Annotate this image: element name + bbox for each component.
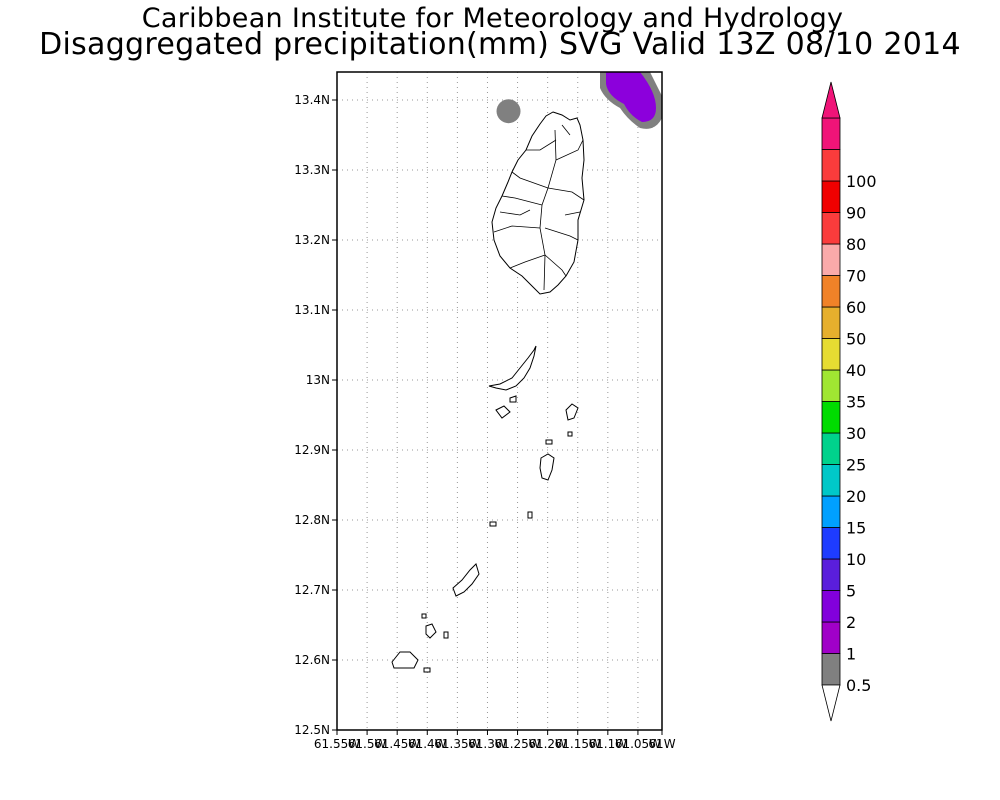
lat-tick-label: 13.4N (294, 93, 330, 107)
colorbar-swatch (821, 558, 841, 591)
lat-tick-label: 12.7N (294, 583, 330, 597)
lat-tick-label: 12.8N (294, 513, 330, 527)
colorbar-label: 0.5 (846, 676, 871, 695)
colorbar-swatch (821, 369, 841, 402)
colorbar-label: 35 (846, 393, 866, 412)
precip-area-purple (606, 72, 656, 122)
lon-tick-label: 61.05W (615, 737, 661, 751)
colorbar-swatch (821, 275, 841, 308)
lon-tick-label: 61.35W (434, 737, 480, 751)
island-union (391, 651, 419, 669)
colorbar-label: 15 (846, 519, 866, 538)
colorbar-swatch (821, 243, 841, 276)
islet-1 (495, 405, 511, 419)
map-frame (336, 71, 663, 731)
colorbar-swatch (821, 653, 841, 686)
chart-subtitle: Disaggregated precipitation(mm) SVG Vali… (39, 27, 961, 62)
colorbar-label: 25 (846, 456, 866, 475)
colorbar-label: 40 (846, 361, 866, 380)
colorbar-under-arrow (821, 684, 841, 722)
islet-8 (421, 613, 427, 619)
axis-ticks: 12.5N 12.6N 12.7N 12.8N 12.9N 13N 13.1N 13.2N 13… (294, 93, 675, 751)
island-petit-st-vincent (423, 667, 431, 673)
island-baliceaux (565, 403, 579, 421)
colorbar-swatch (821, 306, 841, 339)
island-bequia (488, 345, 537, 391)
lon-tick-label: 61W (648, 737, 675, 751)
colorbar-label: 20 (846, 487, 866, 506)
colorbar-label: 30 (846, 424, 866, 443)
colorbar-label: 60 (846, 298, 866, 317)
lat-tick-label: 13.1N (294, 303, 330, 317)
lat-tick-label: 13N (306, 373, 330, 387)
colorbar-swatch (821, 590, 841, 623)
island-mayreau (425, 623, 437, 639)
lon-tick-label: 61.2W (528, 737, 567, 751)
colorbar-swatch (821, 401, 841, 434)
lat-tick-label: 12.5N (294, 723, 330, 737)
islet-7 (443, 631, 449, 639)
lon-tick-label: 61.4W (408, 737, 447, 751)
colorbar-swatch (821, 464, 841, 497)
island-st-vincent (491, 111, 585, 295)
precip-area-gray (496, 99, 521, 124)
colorbar-swatch (821, 338, 841, 371)
islet-5 (545, 439, 553, 445)
colorbar-swatch (821, 212, 841, 245)
lon-tick-label: 61.3W (468, 737, 507, 751)
colorbar-label: 100 (846, 172, 877, 191)
gridlines (337, 72, 662, 730)
lat-tick-label: 13.3N (294, 163, 330, 177)
coastline-layer (391, 111, 585, 673)
colorbar-label: 10 (846, 550, 866, 569)
lon-tick-label: 61.55W (314, 737, 360, 751)
colorbar-over-arrow (821, 81, 841, 119)
lon-tick-label: 61.5W (348, 737, 387, 751)
lon-tick-label: 61.1W (589, 737, 628, 751)
colorbar-label: 80 (846, 235, 866, 254)
lon-tick-label: 61.15W (555, 737, 601, 751)
islet-2 (509, 395, 517, 403)
colorbar-label: 50 (846, 330, 866, 349)
lat-tick-label: 12.6N (294, 653, 330, 667)
islet-6 (567, 431, 573, 437)
island-watersheds (493, 124, 585, 291)
islet-3 (489, 521, 497, 527)
precipitation-layer (496, 72, 662, 129)
colorbar-swatch (821, 180, 841, 213)
colorbar-swatch (821, 149, 841, 182)
lon-tick-label: 61.45W (374, 737, 420, 751)
islet-4 (527, 511, 533, 519)
colorbar-label: 2 (846, 613, 856, 632)
colorbar-swatch (821, 621, 841, 654)
colorbar-label: 5 (846, 582, 856, 601)
chart-title: Caribbean Institute for Meteorology and … (141, 3, 844, 34)
colorbar-label: 1 (846, 645, 856, 664)
colorbar-swatch (821, 432, 841, 465)
colorbar-label: 90 (846, 204, 866, 223)
colorbar-label: 70 (846, 267, 866, 286)
colorbar-swatch (821, 527, 841, 560)
lon-tick-label: 61.25W (494, 737, 540, 751)
colorbar-swatch (821, 495, 841, 528)
island-canouan (452, 563, 480, 597)
lat-tick-label: 13.2N (294, 233, 330, 247)
colorbar-swatch (821, 117, 841, 150)
island-mustique (539, 453, 555, 481)
lat-tick-label: 12.9N (294, 443, 330, 457)
